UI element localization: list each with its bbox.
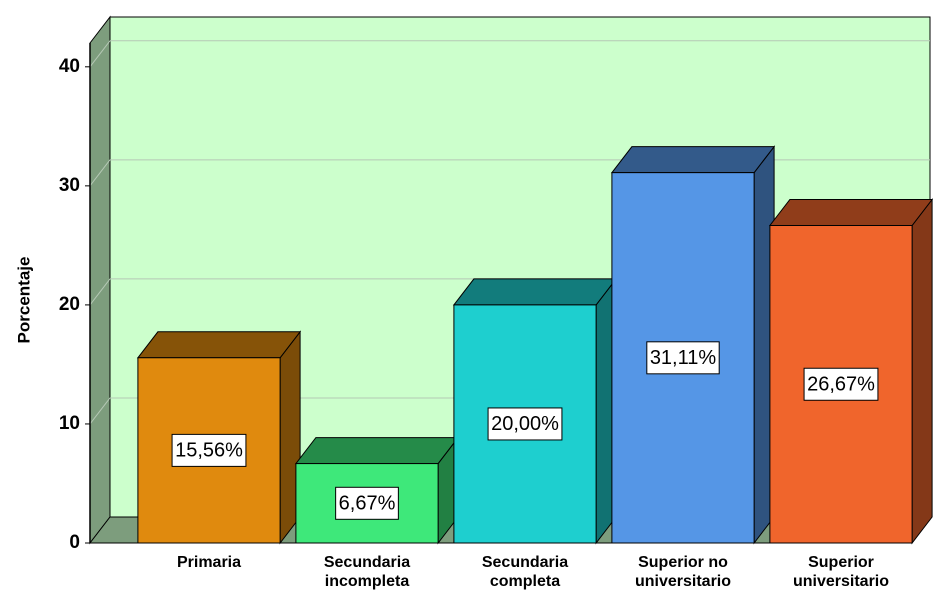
value-label-box (487, 407, 563, 441)
grid-line (89, 397, 111, 425)
value-label: 31,11% (650, 347, 717, 369)
y-tick-label: 0 (69, 532, 80, 553)
x-tick-label: Superior (808, 554, 874, 571)
x-tick-label: incompleta (325, 573, 410, 590)
x-tick-label: universitario (635, 573, 731, 590)
value-label: 15,56% (175, 440, 243, 462)
bar-top (768, 199, 933, 226)
x-tick-label: universitario (793, 573, 889, 590)
value-label-box (646, 341, 720, 375)
x-tick-label: Superior no (638, 554, 728, 571)
value-label: 26,67% (807, 374, 875, 396)
value-label-box (803, 367, 879, 401)
y-axis-label: Porcentaje (14, 257, 33, 344)
y-tick-label: 20 (59, 294, 80, 315)
bar-top (294, 437, 460, 465)
value-label-box (335, 486, 399, 520)
value-label: 6,67% (339, 493, 396, 515)
grid-line (89, 40, 111, 68)
x-tick-label: Secundaria (324, 554, 410, 571)
y-tick-label: 30 (59, 175, 80, 196)
grid-line (89, 159, 111, 187)
x-tick-label: Primaria (177, 554, 241, 571)
y-tick-label: 40 (59, 56, 80, 77)
bar-top (136, 331, 302, 359)
bar-top (610, 146, 776, 174)
grid-line (89, 278, 111, 306)
y-tick-label: 10 (59, 413, 80, 434)
x-tick-label: Secundaria (482, 554, 568, 571)
value-label-box (171, 433, 247, 467)
value-label: 20,00% (491, 413, 559, 435)
x-tick-label: completa (490, 573, 560, 590)
left-wall (89, 15, 111, 545)
bar-top (452, 278, 618, 306)
bar-side (911, 198, 933, 545)
